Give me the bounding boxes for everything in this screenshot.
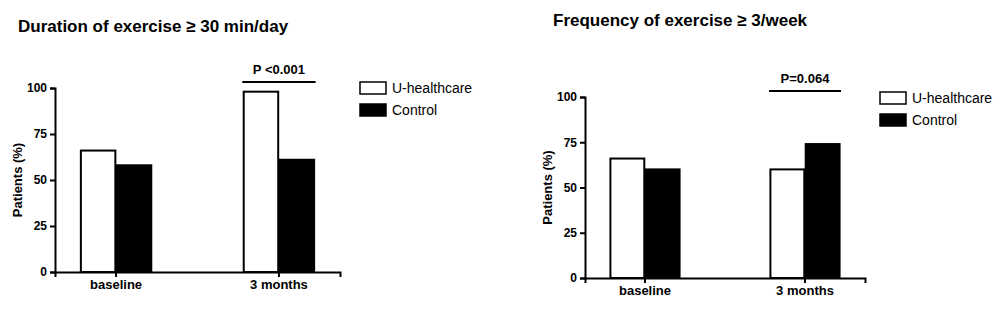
y-tick-label: 50 [34, 173, 48, 187]
legend-label: Control [912, 112, 957, 128]
legend-swatch [880, 92, 906, 104]
x-tick: 3 months [250, 272, 308, 292]
y-tick-mark [580, 278, 585, 280]
legend-item: Control [880, 112, 957, 128]
y-tick-label: 75 [34, 127, 48, 141]
bar [117, 165, 151, 272]
y-tick-label: 50 [564, 181, 578, 195]
bar [81, 151, 115, 272]
bar [244, 92, 278, 272]
y-tick: 0 [40, 265, 55, 279]
y-tick: 25 [34, 219, 55, 233]
y-tick-mark [50, 226, 55, 228]
y-tick-mark [580, 187, 585, 189]
chart-panel: Duration of exercise ≥ 30 min/day Patient… [10, 17, 472, 292]
legend: U-healthcare Control [360, 80, 472, 118]
legend-swatch [880, 114, 906, 126]
bar [280, 160, 314, 272]
y-axis-line [580, 98, 586, 279]
y-tick: 100 [557, 90, 585, 104]
legend-swatch [360, 104, 386, 116]
chart-title: Duration of exercise ≥ 30 min/day [18, 17, 289, 36]
y-tick: 50 [564, 181, 585, 195]
y-tick: 75 [34, 127, 55, 141]
chart-panel: Frequency of exercise ≥ 3/week Patients (… [540, 11, 992, 298]
y-tick-mark [580, 97, 585, 99]
bar [646, 169, 680, 278]
legend-label: U-healthcare [392, 80, 472, 96]
y-tick-mark [580, 142, 585, 144]
legend-label: U-healthcare [912, 90, 992, 106]
y-tick-label: 0 [40, 265, 47, 279]
y-axis-title: Patients (%) [10, 143, 25, 217]
annotation-line [769, 90, 841, 92]
y-tick: 25 [564, 226, 585, 240]
y-axis-title: Patients (%) [540, 150, 555, 224]
y-tick-label: 75 [564, 136, 578, 150]
x-axis: baseline 3 months [586, 278, 866, 298]
x-axis: baseline 3 months [56, 272, 341, 292]
y-axis-line [50, 89, 56, 273]
y-axis: 0 25 50 75 100 [557, 90, 586, 285]
chart-title: Frequency of exercise ≥ 3/week [553, 11, 808, 30]
y-tick-mark [50, 88, 55, 90]
annotation: P <0.001 [253, 62, 305, 77]
y-tick-mark [50, 134, 55, 136]
y-tick-label: 100 [557, 90, 577, 104]
legend-item: U-healthcare [880, 90, 992, 106]
y-tick: 50 [34, 173, 55, 187]
legend: U-healthcare Control [880, 90, 992, 128]
bars [610, 144, 839, 278]
y-axis: 0 25 50 75 100 [27, 81, 56, 279]
bar [806, 144, 840, 278]
x-tick-label: baseline [619, 283, 671, 298]
annotation: P=0.064 [781, 71, 831, 86]
bar [610, 159, 644, 278]
x-tick: 3 months [776, 278, 834, 298]
annotation-line [242, 81, 315, 83]
y-tick-mark [580, 232, 585, 234]
x-tick: baseline [90, 272, 142, 292]
y-tick-mark [50, 272, 55, 274]
bars [81, 92, 314, 272]
y-tick: 75 [564, 136, 585, 150]
x-tick-label: 3 months [776, 283, 834, 298]
legend-swatch [360, 82, 386, 94]
y-tick: 100 [27, 81, 55, 95]
y-tick-label: 25 [564, 226, 578, 240]
x-tick-label: baseline [90, 277, 142, 292]
y-tick-label: 25 [34, 219, 48, 233]
legend-label: Control [392, 102, 437, 118]
x-tick-label: 3 months [250, 277, 308, 292]
legend-item: Control [360, 102, 437, 118]
y-tick-label: 0 [570, 271, 577, 285]
y-tick: 0 [570, 271, 585, 285]
x-tick: baseline [619, 278, 671, 298]
bar [770, 169, 804, 278]
y-tick-mark [50, 180, 55, 182]
y-tick-label: 100 [27, 81, 47, 95]
legend-item: U-healthcare [360, 80, 472, 96]
figure: Duration of exercise ≥ 30 min/day Patient… [0, 0, 1004, 317]
